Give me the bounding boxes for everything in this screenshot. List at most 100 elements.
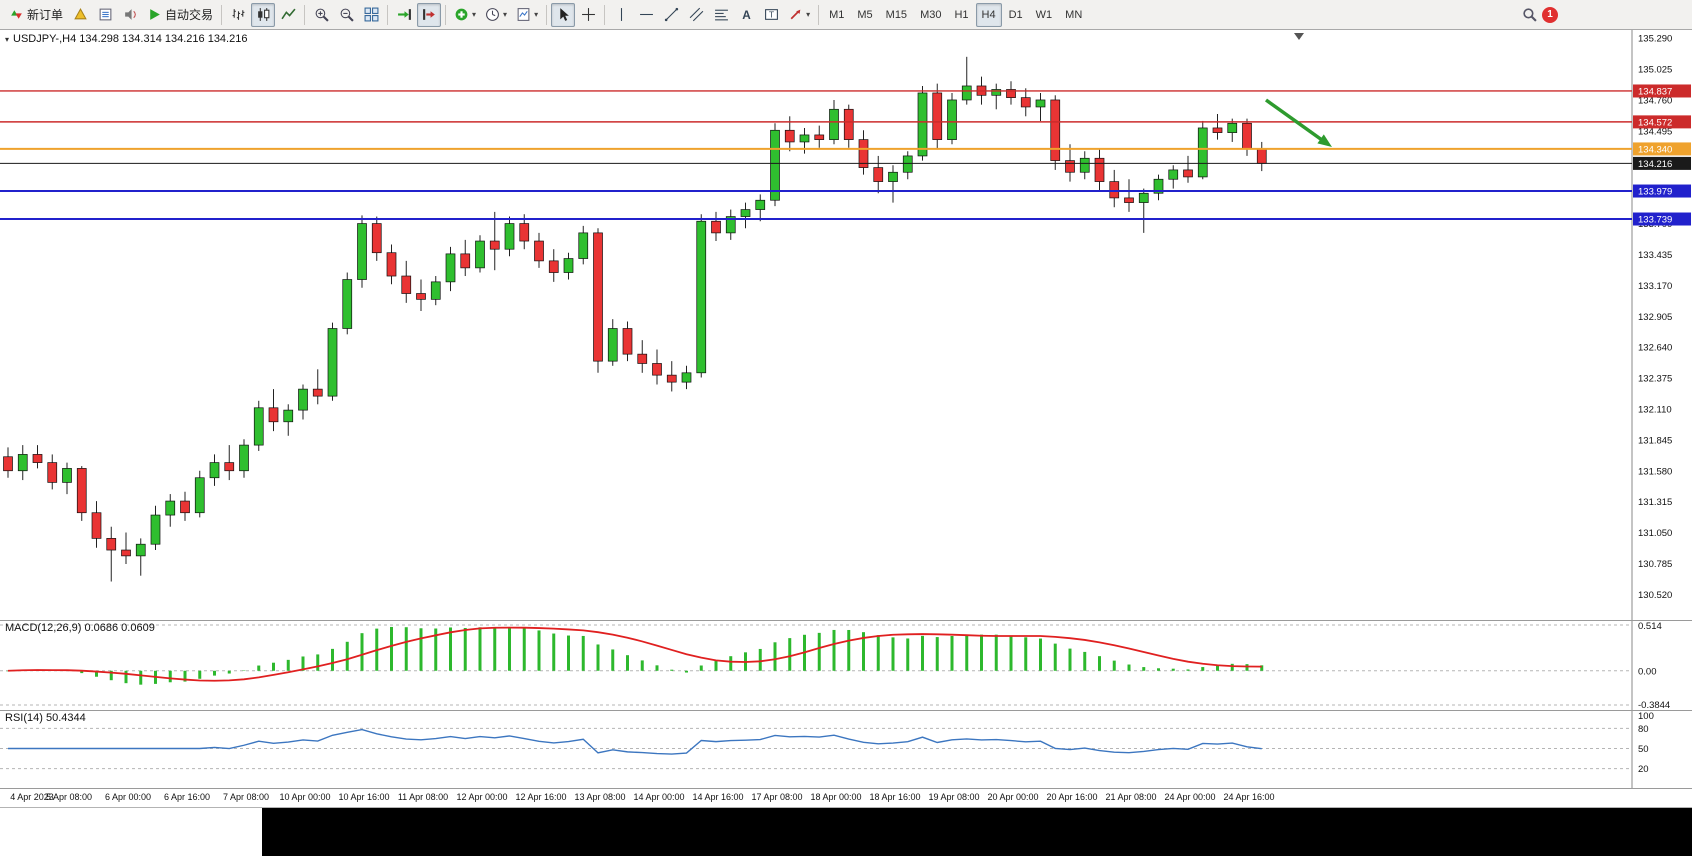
time-axis-label: 7 Apr 08:00	[222, 792, 270, 802]
zoom-out-button[interactable]	[334, 3, 358, 27]
bars-chart-icon	[232, 9, 244, 20]
market-watch-button[interactable]	[68, 3, 92, 27]
autotrading-button[interactable]: 自动交易	[143, 3, 217, 27]
toolbar: 新订单 自动交易	[0, 0, 1692, 30]
new-order-button[interactable]: 新订单	[5, 3, 67, 27]
svg-text:131.050: 131.050	[1638, 528, 1672, 539]
svg-text:132.110: 132.110	[1638, 404, 1672, 415]
fibonacci-icon	[714, 9, 728, 21]
time-axis-label: 20 Apr 00:00	[987, 792, 1039, 802]
tf-button-m5[interactable]: M5	[851, 3, 878, 27]
time-axis[interactable]: 4 Apr 2023 5 Apr 08:00 6 Apr 00:00 6 Apr 16…	[0, 788, 1692, 808]
vertical-line-tool-button[interactable]	[609, 3, 633, 27]
annotation-arrow	[1264, 98, 1324, 142]
tf-button-mn[interactable]: MN	[1059, 3, 1088, 27]
time-axis-label: 12 Apr 16:00	[515, 792, 567, 802]
arrow-shape-icon	[790, 9, 801, 20]
line-chart-icon	[280, 8, 296, 20]
tf-button-h4[interactable]: H4	[975, 2, 1002, 27]
time-axis-label: 4 Apr 2023	[10, 792, 54, 802]
svg-text:131.315: 131.315	[1638, 497, 1672, 508]
dropdown-caret-icon: ▾	[472, 9, 477, 19]
svg-text:132.905: 132.905	[1638, 312, 1672, 323]
line-chart-button[interactable]	[276, 3, 300, 27]
rsi-pane: 100 80 50 20 RSI(14) 50.4344	[0, 710, 1692, 788]
toolbar-separator	[818, 4, 820, 25]
text-tool-button[interactable]: A	[734, 3, 758, 27]
new-order-icon	[11, 10, 22, 19]
crosshair-icon	[581, 8, 595, 21]
label-tool-button[interactable]: T	[759, 3, 783, 27]
horizontal-line-tool-button[interactable]	[634, 3, 658, 27]
candlestick-chart[interactable]: 135.290135.025134.760134.495134.230133.9…	[0, 30, 1692, 620]
notification-badge[interactable]: 1	[1542, 6, 1558, 23]
time-axis-label: 19 Apr 08:00	[928, 792, 980, 802]
time-axis-label: 14 Apr 00:00	[633, 792, 685, 802]
template-icon	[517, 8, 530, 21]
search-icon	[1522, 8, 1537, 22]
svg-text:80: 80	[1638, 724, 1649, 735]
time-axis-label: 21 Apr 08:00	[1105, 792, 1157, 802]
tf-button-m30[interactable]: M30	[914, 3, 947, 27]
rsi-panel-chart[interactable]: 100 80 50 20	[0, 711, 1692, 788]
horizontal-line-icon	[639, 13, 653, 16]
trendline-icon	[664, 7, 678, 22]
tf-button-d1[interactable]: D1	[1003, 3, 1029, 27]
tf-button-w1[interactable]: W1	[1030, 3, 1059, 27]
indicators-button[interactable]: ▾	[450, 3, 480, 27]
cursor-icon	[559, 8, 569, 21]
svg-text:130.520: 130.520	[1638, 590, 1672, 601]
svg-text:50: 50	[1638, 744, 1649, 755]
svg-text:133.739: 133.739	[1638, 215, 1672, 226]
toolbar-separator	[604, 4, 606, 25]
speaker-icon	[124, 9, 136, 20]
time-axis-label: 6 Apr 00:00	[104, 792, 152, 802]
dropdown-caret-icon: ▾	[534, 9, 539, 19]
svg-text:100: 100	[1638, 711, 1654, 722]
search-button[interactable]	[1517, 3, 1541, 27]
svg-text:133.170: 133.170	[1638, 281, 1672, 292]
cursor-button[interactable]	[551, 2, 576, 27]
svg-text:134.340: 134.340	[1638, 144, 1672, 155]
candles-chart-icon	[257, 8, 269, 21]
text-icon: A	[742, 9, 751, 22]
tf-button-m15[interactable]: M15	[880, 3, 913, 27]
time-axis-label: 13 Apr 08:00	[574, 792, 626, 802]
data-window-button[interactable]	[93, 3, 117, 27]
svg-text:T: T	[768, 10, 774, 20]
svg-text:131.580: 131.580	[1638, 466, 1672, 477]
time-axis-label: 11 Apr 08:00	[397, 792, 449, 802]
time-axis-label: 14 Apr 16:00	[692, 792, 744, 802]
time-axis-label: 24 Apr 00:00	[1164, 792, 1216, 802]
bottom-strip	[0, 808, 1692, 856]
auto-scroll-button[interactable]	[392, 3, 416, 27]
zoom-out-icon	[340, 8, 354, 22]
toolbar-separator	[546, 4, 548, 25]
macd-panel-chart[interactable]: 0.514 0.00 -0.3844	[0, 621, 1692, 710]
symbol-collapse-icon[interactable]: ▾	[5, 34, 10, 44]
zoom-in-button[interactable]	[309, 3, 333, 27]
fibonacci-tool-button[interactable]	[709, 3, 733, 27]
arrows-tool-button[interactable]: ▾	[784, 3, 814, 27]
time-axis-label: 18 Apr 16:00	[869, 792, 921, 802]
channel-tool-button[interactable]	[684, 3, 708, 27]
tf-button-h1[interactable]: H1	[948, 3, 974, 27]
time-axis-label: 12 Apr 00:00	[456, 792, 508, 802]
templates-button[interactable]: ▾	[512, 3, 542, 27]
timeframes-menu-button[interactable]: ▾	[481, 3, 511, 27]
main-chart-pane: 135.290135.025134.760134.495134.230133.9…	[0, 30, 1692, 620]
tile-windows-button[interactable]	[359, 3, 383, 27]
svg-text:0.514: 0.514	[1638, 621, 1662, 632]
crosshair-button[interactable]	[576, 3, 600, 27]
auto-scroll-icon	[397, 9, 411, 20]
clock-icon	[486, 8, 499, 21]
trendline-tool-button[interactable]	[659, 3, 683, 27]
sound-button[interactable]	[118, 3, 142, 27]
tf-button-m1[interactable]: M1	[823, 3, 850, 27]
time-axis-label: 6 Apr 16:00	[163, 792, 211, 802]
candles-chart-button[interactable]	[251, 2, 276, 27]
chart-shift-button[interactable]	[417, 2, 442, 27]
svg-text:132.375: 132.375	[1638, 374, 1672, 385]
svg-text:-0.3844: -0.3844	[1638, 700, 1670, 710]
bars-chart-button[interactable]	[226, 3, 250, 27]
